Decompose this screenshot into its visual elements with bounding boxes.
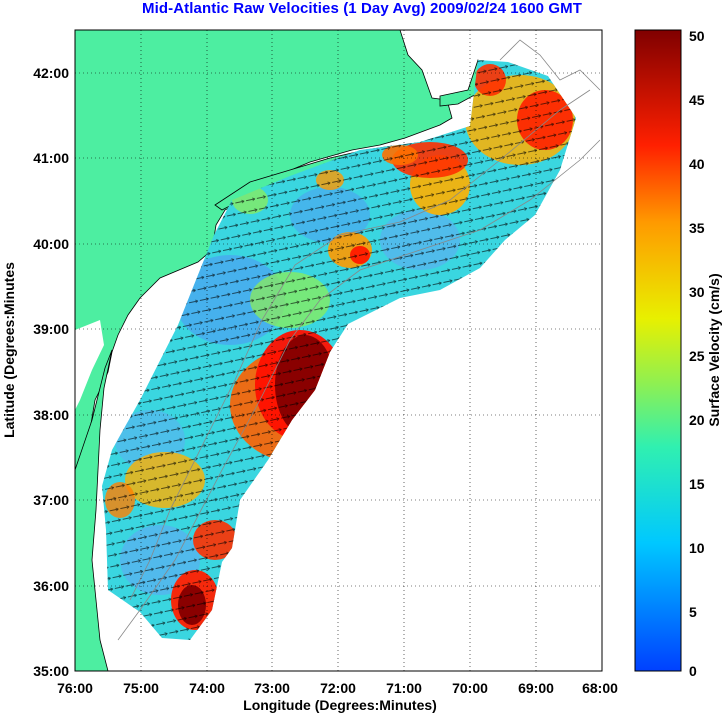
y-tick-label: 36:00 [33, 578, 69, 594]
y-axis-label: Latitude (Degrees:Minutes [1, 262, 17, 438]
grid [75, 30, 602, 671]
y-tick-label: 37:00 [33, 492, 69, 508]
colorbar-tick-label: 45 [689, 92, 705, 108]
x-axis-label: Longitude (Degrees:Minutes) [243, 697, 437, 713]
colorbar-label: Surface Velocity (cm/s) [706, 273, 722, 426]
colorbar-tick-label: 35 [689, 220, 705, 236]
y-tick-label: 42:00 [33, 65, 69, 81]
colorbar-tick-label: 0 [689, 663, 697, 679]
land-delmarva [75, 349, 113, 671]
x-tick-label: 70:00 [452, 680, 488, 696]
x-axis: 76:00 75:00 74:00 73:00 72:00 71:00 70:0… [57, 680, 618, 713]
colorbar-tick-label: 30 [689, 284, 705, 300]
x-tick-label: 71:00 [386, 680, 422, 696]
colorbar-tick-label: 25 [689, 348, 705, 364]
x-tick-label: 68:00 [582, 680, 618, 696]
colorbar-tick-label: 20 [689, 412, 705, 428]
colorbar-tick-label: 40 [689, 156, 705, 172]
y-tick-label: 41:00 [33, 150, 69, 166]
y-axis: 35:00 36:00 37:00 38:00 39:00 40:00 41:0… [1, 65, 69, 679]
colorbar-tick-label: 5 [689, 604, 697, 620]
colorbar-gradient [634, 29, 682, 672]
y-tick-label: 38:00 [33, 407, 69, 423]
y-tick-label: 40:00 [33, 236, 69, 252]
x-tick-label: 72:00 [320, 680, 356, 696]
x-tick-label: 73:00 [254, 680, 290, 696]
x-tick-label: 74:00 [189, 680, 225, 696]
bathymetry-contours [117, 39, 601, 641]
colorbar-tick-label: 50 [689, 28, 705, 44]
plot-frame [74, 29, 603, 672]
x-tick-label: 75:00 [123, 680, 159, 696]
colorbar-tick-label: 15 [689, 476, 705, 492]
y-tick-label: 39:00 [33, 321, 69, 337]
y-tick-label: 35:00 [33, 663, 69, 679]
x-tick-label: 69:00 [518, 680, 554, 696]
x-tick-label: 76:00 [57, 680, 93, 696]
colorbar-tick-label: 10 [689, 540, 705, 556]
colorbar: 0 5 10 15 20 25 30 35 40 45 50 Surface V… [634, 28, 722, 679]
map-title: Mid-Atlantic Raw Velocities (1 Day Avg) … [142, 0, 582, 17]
